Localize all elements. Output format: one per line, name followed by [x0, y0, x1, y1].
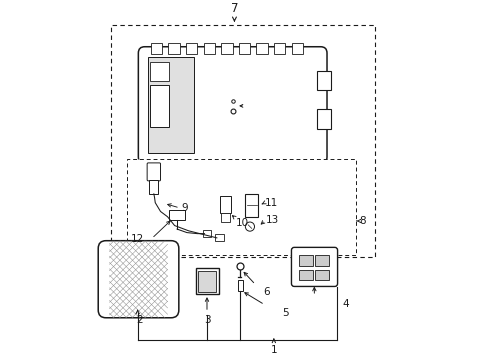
FancyBboxPatch shape	[292, 247, 338, 287]
Bar	[317, 71, 331, 90]
Bar	[169, 43, 180, 54]
Bar	[238, 280, 243, 291]
Text: 13: 13	[266, 215, 279, 225]
Bar	[256, 43, 268, 54]
Bar	[292, 43, 303, 54]
Bar	[317, 109, 331, 129]
FancyBboxPatch shape	[147, 163, 161, 181]
FancyBboxPatch shape	[138, 47, 327, 163]
Bar	[215, 234, 224, 242]
Bar	[150, 85, 170, 127]
Text: 1: 1	[270, 345, 277, 355]
Bar	[149, 180, 158, 194]
Bar	[239, 43, 250, 54]
Bar	[221, 43, 233, 54]
Bar	[196, 268, 219, 294]
Bar	[198, 271, 216, 292]
Text: 2: 2	[136, 315, 143, 325]
Text: 5: 5	[282, 308, 289, 318]
Text: 4: 4	[342, 299, 348, 309]
Text: 11: 11	[265, 198, 278, 208]
Bar	[150, 62, 170, 81]
Text: 6: 6	[263, 287, 270, 297]
Bar	[127, 159, 356, 256]
Bar	[316, 256, 329, 266]
Text: 8: 8	[359, 216, 366, 226]
Bar	[151, 43, 162, 54]
Text: 3: 3	[204, 315, 210, 325]
Bar	[245, 194, 258, 217]
Bar	[204, 43, 215, 54]
Text: 10: 10	[236, 218, 249, 228]
Bar	[186, 43, 197, 54]
Bar	[148, 57, 194, 153]
Bar	[111, 25, 375, 257]
Bar	[203, 230, 211, 237]
Text: 7: 7	[231, 3, 238, 15]
Bar	[170, 210, 185, 220]
Circle shape	[245, 222, 254, 231]
Bar	[221, 213, 230, 222]
Bar	[274, 43, 286, 54]
Bar	[220, 195, 231, 213]
FancyBboxPatch shape	[98, 241, 179, 318]
Text: 9: 9	[181, 203, 188, 213]
Text: 12: 12	[131, 234, 144, 244]
Bar	[298, 270, 313, 280]
Bar	[298, 256, 313, 266]
Bar	[316, 270, 329, 280]
